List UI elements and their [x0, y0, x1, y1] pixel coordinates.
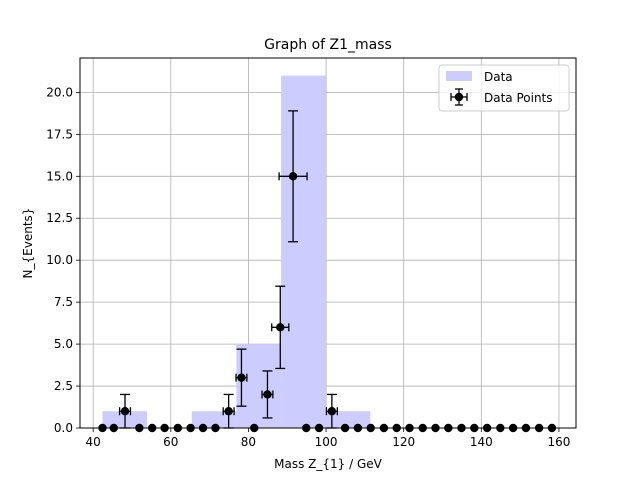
data-point: [278, 110, 308, 243]
y-axis-label: N_{Events}: [21, 208, 35, 279]
y-tick-label: 17.5: [46, 127, 73, 141]
y-tick-label: 0.0: [54, 421, 73, 435]
y-tick-label: 7.5: [54, 295, 73, 309]
x-tick-label: 60: [163, 435, 178, 449]
data-point: [271, 285, 290, 370]
y-tick-label: 12.5: [46, 211, 73, 225]
data-point: [222, 393, 235, 429]
x-tick-label: 40: [86, 435, 101, 449]
y-tick-label: 10.0: [46, 253, 73, 267]
legend-label-points: Data Points: [484, 91, 553, 105]
data-point: [261, 370, 274, 419]
x-tick-label: 140: [470, 435, 493, 449]
y-tick-label: 15.0: [46, 169, 73, 183]
data-point-marker: [288, 172, 298, 181]
x-tick-label: 80: [241, 435, 256, 449]
data-point-marker: [224, 407, 233, 416]
x-tick-label: 100: [315, 435, 338, 449]
data-point-marker: [263, 390, 272, 399]
data-point: [235, 348, 248, 407]
x-axis-label: Mass Z_{1} / GeV: [274, 457, 383, 471]
histogram-bar: [236, 344, 282, 428]
legend: Data Data Points: [438, 64, 570, 112]
data-point-marker: [276, 323, 285, 332]
legend-label-hist: Data: [484, 70, 513, 84]
data-point: [325, 393, 338, 429]
legend-marker-points: [450, 88, 468, 106]
data-points: [98, 110, 557, 433]
x-tick-label: 160: [547, 435, 570, 449]
y-axis-ticks: 0.0 2.5 5.0 7.5 10.0 12.5 15.0 17.5 20.0: [46, 85, 80, 435]
y-tick-label: 20.0: [46, 85, 73, 99]
legend-swatch-hist: [446, 71, 472, 81]
y-tick-label: 5.0: [54, 337, 73, 351]
data-point-marker: [327, 407, 337, 416]
y-tick-label: 2.5: [54, 379, 73, 393]
plot-frame: [79, 57, 577, 429]
histogram-bar: [325, 411, 371, 428]
histogram-bar: [281, 75, 326, 428]
data-point-marker: [237, 373, 246, 382]
x-tick-label: 120: [392, 435, 415, 449]
chart-title: Graph of Z1_mass: [264, 37, 392, 53]
data-point-marker: [120, 407, 130, 416]
x-axis-ticks: 40 60 80 100 120 140 160: [86, 428, 570, 449]
